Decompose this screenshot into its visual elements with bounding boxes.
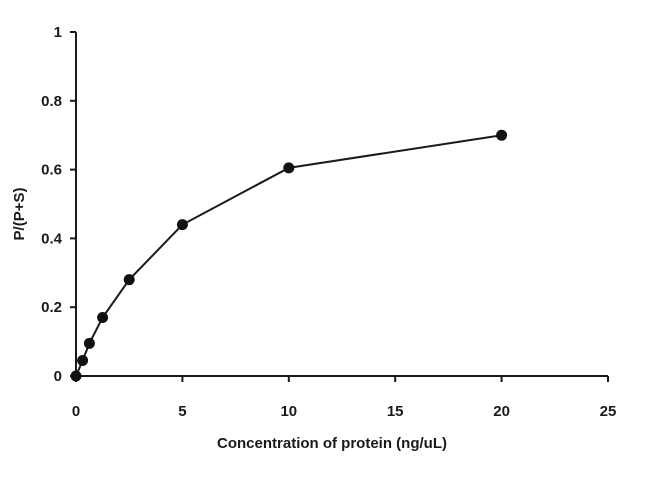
x-tick-label: 20 — [493, 403, 510, 420]
y-tick-label: 0 — [54, 368, 62, 385]
x-tick-label: 10 — [280, 403, 297, 420]
data-point — [77, 355, 89, 367]
x-tick-label: 15 — [387, 403, 404, 420]
data-point — [176, 219, 188, 231]
data-point — [496, 129, 508, 141]
y-tick-label: 0.2 — [41, 299, 62, 316]
data-point — [123, 274, 135, 286]
y-tick-label: 0.6 — [41, 162, 62, 179]
y-axis-title: P/(P+S) — [11, 188, 28, 241]
x-ticks: 0 5 10 15 20 25 — [72, 376, 617, 420]
data-point — [70, 370, 82, 382]
y-tick-label: 0.8 — [41, 93, 62, 110]
series — [70, 129, 508, 382]
x-tick-label: 25 — [600, 403, 617, 420]
y-tick-label: 1 — [54, 24, 62, 41]
y-ticks: 0 0.2 0.4 0.6 0.8 1 — [41, 24, 76, 385]
x-tick-label: 0 — [72, 403, 80, 420]
data-point — [283, 162, 295, 174]
data-point — [97, 312, 109, 324]
y-tick-label: 0.4 — [41, 230, 63, 247]
data-point — [83, 337, 95, 349]
x-axis-title: Concentration of protein (ng/uL) — [217, 435, 447, 452]
x-tick-label: 5 — [178, 403, 186, 420]
axes — [75, 32, 608, 377]
